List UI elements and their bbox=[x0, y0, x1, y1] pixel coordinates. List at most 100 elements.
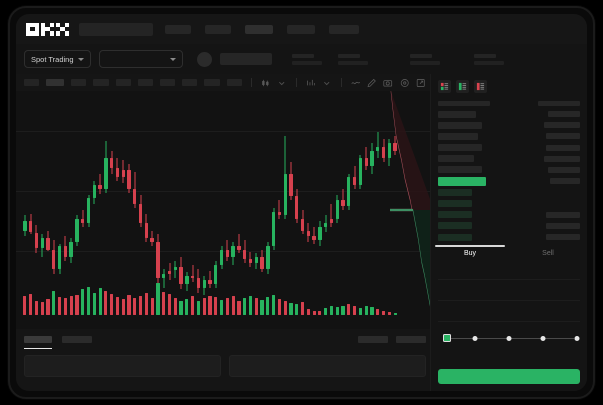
chart-toolbar bbox=[16, 74, 434, 91]
volume-bar bbox=[364, 305, 368, 315]
chevron-down-icon[interactable] bbox=[322, 78, 331, 88]
tab-buy[interactable]: Buy bbox=[431, 245, 509, 261]
orderbook-price-cell bbox=[438, 144, 482, 152]
tab-open-orders[interactable] bbox=[24, 336, 52, 349]
pencil-icon[interactable] bbox=[367, 78, 376, 88]
line-wave-icon[interactable] bbox=[350, 78, 360, 88]
orderbook-both-icon[interactable] bbox=[438, 80, 451, 93]
orderbook-row[interactable] bbox=[438, 132, 580, 140]
slider-handle[interactable] bbox=[443, 334, 451, 343]
candlestick bbox=[190, 109, 195, 299]
orderbook-row[interactable] bbox=[438, 166, 580, 174]
orderbook-row[interactable] bbox=[438, 155, 580, 163]
order-amount-field[interactable] bbox=[438, 288, 580, 302]
timeframe-button-7[interactable] bbox=[159, 79, 176, 86]
candlestick bbox=[214, 109, 218, 299]
orderbook-price-cell bbox=[438, 233, 472, 241]
tab-sell[interactable]: Sell bbox=[542, 250, 554, 258]
volume-bar bbox=[277, 299, 281, 315]
volume-bar bbox=[225, 298, 229, 315]
orders-panel bbox=[16, 329, 434, 391]
orders-tab-list bbox=[16, 329, 434, 349]
volume-bar bbox=[341, 305, 345, 315]
stat-3 bbox=[409, 53, 440, 65]
orderbook-row[interactable] bbox=[438, 176, 580, 186]
timeframe-button-2[interactable] bbox=[46, 79, 65, 86]
chevron-down-icon[interactable] bbox=[277, 78, 286, 88]
timeframe-button-1[interactable] bbox=[24, 79, 40, 86]
orderbook-col-amount bbox=[538, 101, 580, 106]
candlestick bbox=[393, 109, 397, 299]
orderbook-rows bbox=[431, 110, 587, 241]
nav-item-3[interactable] bbox=[245, 24, 273, 34]
settings-icon[interactable] bbox=[400, 78, 409, 88]
bp-action-2[interactable] bbox=[396, 336, 426, 343]
trading-mode-selector[interactable]: Spot Trading bbox=[24, 50, 91, 68]
bp-action-1[interactable] bbox=[358, 336, 388, 343]
timeframe-button-5[interactable] bbox=[115, 79, 131, 86]
candle-type-icon[interactable] bbox=[261, 78, 270, 88]
candlestick bbox=[254, 109, 258, 299]
orderbook-column-headers bbox=[431, 99, 587, 110]
slider-step-100[interactable] bbox=[574, 335, 580, 341]
orderbook-asks-icon[interactable] bbox=[474, 80, 487, 93]
volume-bar bbox=[272, 294, 276, 315]
indicator-icon[interactable] bbox=[306, 78, 315, 88]
orderbook-amount-cell bbox=[544, 122, 580, 129]
orderbook-row[interactable] bbox=[438, 200, 580, 208]
orderbook-row[interactable] bbox=[438, 211, 580, 219]
orderbook-row[interactable] bbox=[438, 144, 580, 152]
orderbook-row[interactable] bbox=[438, 188, 580, 196]
candlestick bbox=[98, 109, 102, 299]
bp-card-2[interactable] bbox=[229, 355, 426, 377]
candlestick bbox=[133, 109, 137, 299]
tab-order-history[interactable] bbox=[62, 336, 92, 343]
trading-pair-selector[interactable] bbox=[98, 50, 183, 68]
timeframe-button-8[interactable] bbox=[182, 79, 198, 86]
orderbook-bids-icon[interactable] bbox=[456, 80, 469, 93]
order-amount-slider[interactable] bbox=[441, 334, 580, 343]
candlestick bbox=[202, 109, 206, 299]
timeframe-button-3[interactable] bbox=[71, 79, 87, 86]
candlestick bbox=[86, 109, 91, 299]
order-total-field[interactable] bbox=[438, 309, 580, 323]
candlestick bbox=[179, 109, 183, 299]
candlestick bbox=[335, 109, 339, 299]
timeframe-button-6[interactable] bbox=[137, 79, 153, 86]
submit-buy-button[interactable] bbox=[438, 369, 580, 384]
slider-step-25[interactable] bbox=[472, 335, 478, 341]
nav-item-4[interactable] bbox=[287, 24, 315, 34]
fullscreen-icon[interactable] bbox=[416, 78, 426, 88]
volume-bar bbox=[202, 297, 206, 315]
orderbook-row[interactable] bbox=[438, 222, 580, 230]
orderbook-price-cell bbox=[438, 121, 482, 129]
gridline bbox=[16, 191, 434, 192]
slider-step-50[interactable] bbox=[506, 335, 512, 341]
nav-item-2[interactable] bbox=[205, 24, 231, 34]
camera-icon[interactable] bbox=[383, 78, 393, 88]
volume-bar bbox=[300, 302, 305, 315]
nav-item-5[interactable] bbox=[329, 24, 359, 34]
volume-bar bbox=[121, 299, 125, 315]
search-input[interactable] bbox=[79, 22, 153, 36]
candlestick bbox=[318, 109, 322, 299]
slider-step-75[interactable] bbox=[540, 335, 546, 341]
price-chart[interactable] bbox=[16, 91, 434, 329]
timeframe-button-9[interactable] bbox=[204, 79, 220, 86]
okx-logo-icon[interactable] bbox=[26, 22, 69, 36]
orderbook-row[interactable] bbox=[438, 121, 580, 129]
orderbook-mode-buttons bbox=[431, 74, 587, 99]
volume-bar bbox=[46, 299, 50, 315]
orderbook-row[interactable] bbox=[438, 110, 580, 118]
orderbook-row[interactable] bbox=[438, 233, 580, 241]
candlestick bbox=[40, 109, 44, 299]
timeframe-button-10[interactable] bbox=[226, 79, 242, 86]
timeframe-button-4[interactable] bbox=[93, 79, 109, 86]
bp-card-1[interactable] bbox=[24, 355, 221, 377]
volume-bar bbox=[156, 282, 160, 315]
candlestick bbox=[104, 109, 108, 299]
order-price-field[interactable] bbox=[438, 267, 580, 281]
candlestick bbox=[352, 109, 357, 299]
nav-item-1[interactable] bbox=[165, 24, 191, 34]
orders-cards bbox=[16, 343, 434, 377]
